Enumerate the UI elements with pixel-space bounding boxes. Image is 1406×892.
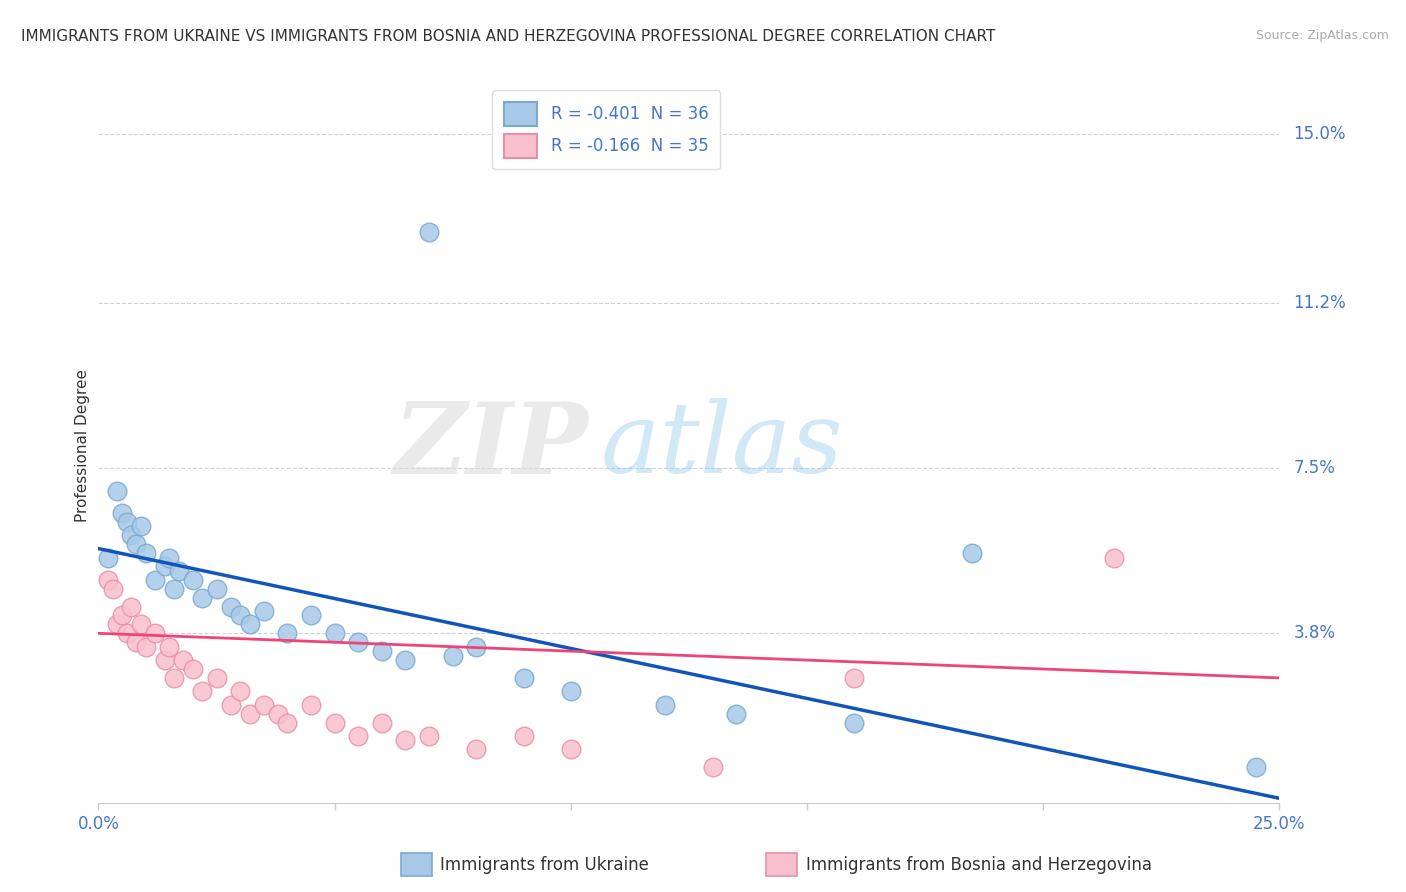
Point	[97, 550, 120, 565]
Text: atlas: atlas	[600, 399, 844, 493]
Point	[181, 573, 204, 587]
Point	[129, 519, 152, 533]
Point	[97, 573, 120, 587]
Point	[394, 653, 416, 667]
Point	[560, 684, 582, 698]
Point	[205, 671, 228, 685]
Point	[512, 729, 534, 743]
Text: 3.8%: 3.8%	[1294, 624, 1336, 642]
Point	[167, 564, 190, 578]
Point	[125, 635, 148, 649]
Point	[153, 559, 176, 574]
Point	[253, 604, 276, 618]
Point	[844, 671, 866, 685]
Point	[371, 715, 394, 730]
Point	[1102, 550, 1125, 565]
Point	[105, 617, 128, 632]
Point	[1244, 760, 1267, 774]
Point	[191, 684, 214, 698]
Point	[465, 640, 488, 654]
Point	[115, 515, 138, 529]
Point	[702, 760, 724, 774]
Text: Immigrants from Bosnia and Herzegovina: Immigrants from Bosnia and Herzegovina	[806, 856, 1152, 874]
Text: 15.0%: 15.0%	[1294, 125, 1346, 143]
Point	[115, 626, 138, 640]
Point	[323, 626, 346, 640]
Point	[725, 706, 748, 721]
Point	[347, 729, 370, 743]
Legend: R = -0.401  N = 36, R = -0.166  N = 35: R = -0.401 N = 36, R = -0.166 N = 35	[492, 90, 720, 169]
Point	[121, 528, 143, 542]
Point	[347, 635, 370, 649]
Point	[418, 729, 440, 743]
Text: IMMIGRANTS FROM UKRAINE VS IMMIGRANTS FROM BOSNIA AND HERZEGOVINA PROFESSIONAL D: IMMIGRANTS FROM UKRAINE VS IMMIGRANTS FR…	[21, 29, 995, 44]
Point	[143, 573, 166, 587]
Point	[844, 715, 866, 730]
Point	[299, 608, 322, 623]
Point	[560, 742, 582, 756]
Point	[229, 684, 252, 698]
Point	[418, 225, 440, 239]
Point	[105, 483, 128, 498]
Point	[219, 698, 242, 712]
Point	[299, 698, 322, 712]
Point	[153, 653, 176, 667]
Point	[205, 582, 228, 596]
Point	[465, 742, 488, 756]
Point	[143, 626, 166, 640]
Point	[441, 648, 464, 663]
Point	[111, 608, 134, 623]
Text: Immigrants from Ukraine: Immigrants from Ukraine	[440, 856, 650, 874]
Point	[135, 546, 157, 560]
Point	[276, 715, 298, 730]
Point	[276, 626, 298, 640]
Point	[157, 550, 180, 565]
Point	[191, 591, 214, 605]
Point	[125, 537, 148, 551]
Point	[172, 653, 194, 667]
Point	[181, 662, 204, 676]
Point	[163, 582, 186, 596]
Point	[229, 608, 252, 623]
Point	[129, 617, 152, 632]
Point	[394, 733, 416, 747]
Y-axis label: Professional Degree: Professional Degree	[75, 369, 90, 523]
Point	[163, 671, 186, 685]
Text: 7.5%: 7.5%	[1294, 459, 1336, 477]
Point	[962, 546, 984, 560]
Point	[239, 706, 262, 721]
Text: ZIP: ZIP	[394, 398, 589, 494]
Point	[267, 706, 290, 721]
Point	[239, 617, 262, 632]
Point	[371, 644, 394, 658]
Point	[101, 582, 124, 596]
Point	[111, 506, 134, 520]
Point	[654, 698, 676, 712]
Point	[219, 599, 242, 614]
Point	[121, 599, 143, 614]
Text: Source: ZipAtlas.com: Source: ZipAtlas.com	[1256, 29, 1389, 42]
Text: 11.2%: 11.2%	[1294, 294, 1346, 312]
Point	[135, 640, 157, 654]
Point	[253, 698, 276, 712]
Point	[512, 671, 534, 685]
Point	[157, 640, 180, 654]
Point	[323, 715, 346, 730]
